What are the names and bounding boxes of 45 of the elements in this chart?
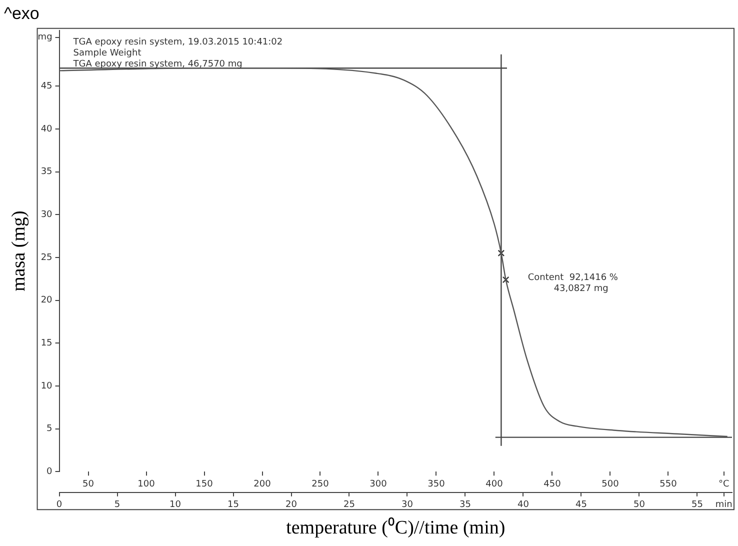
x2-tick-label: 200 xyxy=(254,479,272,490)
x2-tick-label: 250 xyxy=(312,479,330,490)
y-tick-label: 30 xyxy=(40,210,53,220)
y-tick-label: 0 xyxy=(46,466,53,477)
x-tick-label: 40 xyxy=(518,500,530,510)
y-tick-label: 40 xyxy=(40,124,53,134)
x-tick-label: 0 xyxy=(56,500,62,510)
x-tick-label: 30 xyxy=(402,500,414,510)
y-tick-label: 25 xyxy=(40,252,52,263)
x-axis-title: temperature (⁰C)//time (min) xyxy=(286,516,506,539)
y-tick-label: 5 xyxy=(46,424,52,434)
y-axis-title: masa (mg) xyxy=(8,210,30,292)
x-tick-label: 35 xyxy=(460,500,471,510)
x2-tick-label: 50 xyxy=(82,479,94,490)
annotation: 43,0827 mg xyxy=(554,284,608,294)
x2-tick-label: °C xyxy=(718,479,730,490)
x2-tick-label: 550 xyxy=(660,479,678,490)
y-tick-label: mg xyxy=(38,32,52,43)
x2-tick-label: 400 xyxy=(486,479,504,490)
y-tick-label: 20 xyxy=(40,296,53,306)
x-tick-label: 25 xyxy=(344,500,355,510)
x2-tick-label: 100 xyxy=(138,479,156,490)
line-series xyxy=(59,67,728,438)
y-tick-label: 10 xyxy=(40,381,53,392)
x-tick-label: min xyxy=(715,500,732,510)
annotation: TGA epoxy resin system, 19.03.2015 10:41:02 xyxy=(72,38,283,48)
x-tick-label: 10 xyxy=(170,500,182,510)
y-tick-label: 45 xyxy=(40,81,52,92)
x-tick-label: 15 xyxy=(228,500,239,510)
x2-tick-label: 150 xyxy=(196,479,214,490)
x-tick-label: 50 xyxy=(633,500,646,510)
x2-tick-label: 350 xyxy=(428,479,446,490)
annotation: Content 92,1416 % xyxy=(528,273,618,284)
x-tick-label: 5 xyxy=(114,500,120,510)
chart-title: ^exo xyxy=(4,4,40,23)
y-tick-label: 35 xyxy=(40,167,52,178)
x2-tick-label: 500 xyxy=(602,479,620,490)
x-tick-label: 20 xyxy=(286,500,298,510)
x2-tick-label: 450 xyxy=(544,479,562,490)
annotation: Sample Weight xyxy=(73,48,142,59)
x2-tick-label: 300 xyxy=(370,479,388,490)
x-tick-label: 45 xyxy=(575,500,587,510)
y-tick-label: 15 xyxy=(40,338,52,348)
annotation: TGA epoxy resin system, 46,7570 mg xyxy=(72,60,242,70)
x-tick-label: 55 xyxy=(691,500,703,510)
